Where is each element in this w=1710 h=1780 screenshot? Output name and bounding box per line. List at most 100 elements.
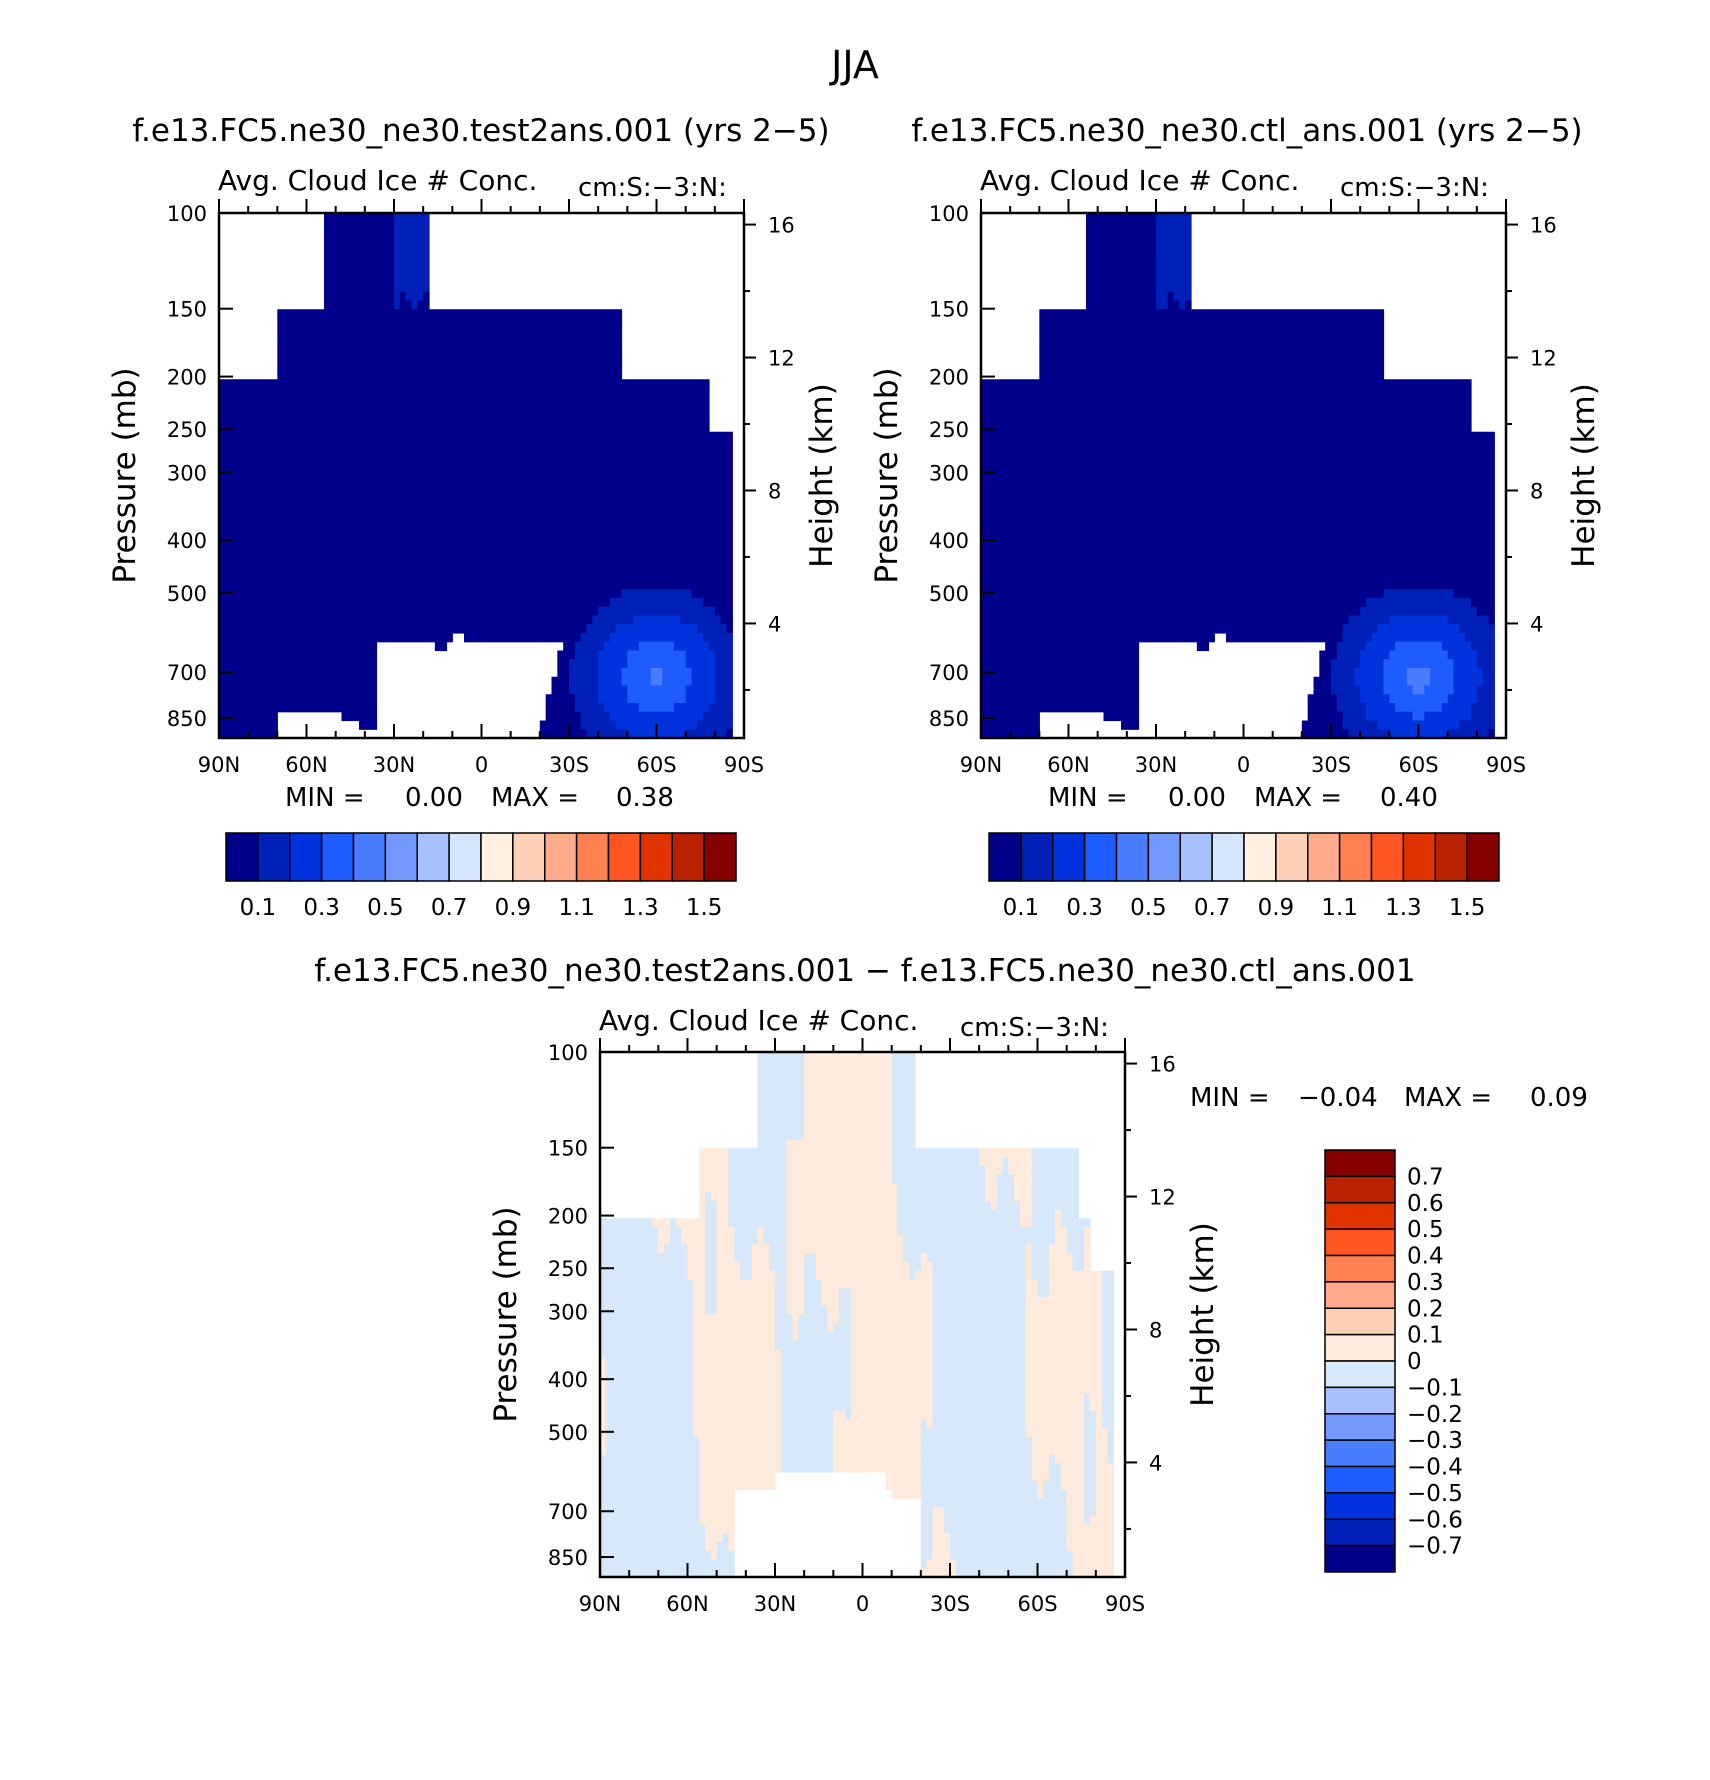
field-cell bbox=[932, 1297, 1027, 1307]
field-cell bbox=[324, 239, 395, 249]
colorbar-box bbox=[1020, 832, 1054, 882]
field-cell bbox=[798, 1332, 852, 1342]
field-cell bbox=[1031, 1148, 1079, 1158]
field-cell bbox=[691, 589, 733, 599]
field-cell bbox=[1031, 1209, 1056, 1219]
x-tick-label: 0 bbox=[1237, 753, 1250, 777]
field-cell bbox=[600, 1428, 607, 1438]
field-cell bbox=[932, 1270, 1027, 1281]
colorbar-box bbox=[1324, 1307, 1396, 1336]
field-cell bbox=[1453, 685, 1478, 695]
field-cell bbox=[697, 720, 733, 730]
field-cell bbox=[714, 659, 733, 669]
field-cell bbox=[434, 641, 448, 652]
field-cell bbox=[944, 1515, 1068, 1526]
field-cell bbox=[850, 1384, 934, 1394]
field-cell bbox=[850, 1375, 934, 1386]
field-cell bbox=[600, 1463, 700, 1473]
field-cell bbox=[709, 703, 733, 713]
field-cell bbox=[981, 571, 1495, 582]
field-cell bbox=[1037, 1279, 1050, 1289]
field-cell bbox=[693, 1419, 782, 1429]
field-cell bbox=[545, 711, 582, 722]
field-cell bbox=[1430, 668, 1455, 678]
field-cell bbox=[714, 694, 733, 704]
field-cell bbox=[981, 440, 1495, 450]
y-tick-label: 150 bbox=[929, 298, 969, 322]
field-cell bbox=[897, 1218, 1021, 1228]
field-cell bbox=[324, 248, 395, 258]
field-cell bbox=[985, 1174, 998, 1184]
field-cell bbox=[1049, 1270, 1103, 1281]
field-cell bbox=[1025, 1349, 1103, 1359]
field-cell bbox=[1095, 1428, 1109, 1438]
colorbar-label: 1.5 bbox=[1449, 895, 1486, 921]
field-cell bbox=[981, 685, 1140, 695]
x-tick-label: 90N bbox=[960, 753, 1002, 777]
field-cell bbox=[399, 300, 413, 310]
field-cell bbox=[1395, 703, 1443, 713]
field-cell bbox=[815, 1270, 910, 1281]
field-cell bbox=[1086, 230, 1157, 240]
field-cell bbox=[1156, 213, 1192, 223]
field-cell bbox=[687, 1244, 706, 1254]
field-cell bbox=[1025, 1419, 1085, 1429]
field-cell bbox=[728, 1174, 788, 1184]
panel-test-min-label: MIN = bbox=[285, 783, 365, 813]
field-cell bbox=[1031, 1253, 1050, 1263]
field-cell bbox=[705, 1262, 718, 1272]
field-cell bbox=[728, 1192, 788, 1202]
field-cell bbox=[341, 711, 378, 722]
field-cell bbox=[1039, 344, 1385, 354]
field-cell bbox=[1039, 335, 1385, 345]
field-cell bbox=[693, 1323, 776, 1333]
field-cell bbox=[932, 1279, 1027, 1289]
field-cell bbox=[1020, 1200, 1033, 1211]
y-right-tick-label: 12 bbox=[768, 347, 795, 371]
field-cell bbox=[757, 1087, 805, 1097]
field-cell bbox=[710, 1550, 718, 1561]
field-cell bbox=[693, 1288, 706, 1298]
field-cell bbox=[600, 1550, 712, 1561]
field-cell bbox=[394, 248, 430, 258]
field-cell bbox=[1101, 1367, 1114, 1377]
field-cell bbox=[1025, 1428, 1085, 1438]
field-cell bbox=[324, 221, 395, 232]
field-cell bbox=[1008, 1165, 1033, 1176]
panel-ctl-units: cm:S:−3:N: bbox=[1340, 173, 1489, 203]
field-cell bbox=[1167, 291, 1175, 302]
field-cell bbox=[716, 1244, 735, 1254]
field-cell bbox=[981, 475, 1495, 485]
field-cell bbox=[775, 1279, 788, 1289]
field-cell bbox=[219, 466, 733, 477]
field-cell bbox=[757, 1122, 805, 1132]
field-cell bbox=[705, 1288, 718, 1298]
field-cell bbox=[920, 1419, 928, 1429]
field-cell bbox=[786, 1288, 805, 1298]
field-cell bbox=[1366, 703, 1396, 713]
colorbar-box bbox=[1370, 832, 1405, 882]
field-cell bbox=[699, 1165, 729, 1176]
field-cell bbox=[687, 1253, 706, 1263]
field-cell bbox=[740, 1270, 753, 1281]
field-cell bbox=[728, 1218, 788, 1228]
field-cell bbox=[885, 1480, 922, 1491]
field-cell bbox=[219, 633, 453, 643]
field-cell bbox=[1389, 650, 1449, 660]
field-cell bbox=[1039, 353, 1385, 363]
field-cell bbox=[1090, 1402, 1103, 1412]
y-tick-label: 100 bbox=[167, 202, 207, 226]
field-cell bbox=[757, 1095, 805, 1106]
field-cell bbox=[1156, 291, 1169, 302]
field-cell bbox=[658, 1244, 665, 1254]
field-cell bbox=[219, 396, 710, 407]
field-cell bbox=[716, 1542, 729, 1552]
field-cell bbox=[1086, 300, 1157, 310]
field-cell bbox=[699, 1209, 706, 1219]
field-cell bbox=[850, 1367, 934, 1377]
x-tick-label: 90S bbox=[724, 753, 764, 777]
field-cell bbox=[219, 545, 733, 555]
field-cell bbox=[1086, 283, 1157, 293]
field-cell bbox=[981, 563, 1495, 573]
field-cell bbox=[903, 1244, 1027, 1254]
